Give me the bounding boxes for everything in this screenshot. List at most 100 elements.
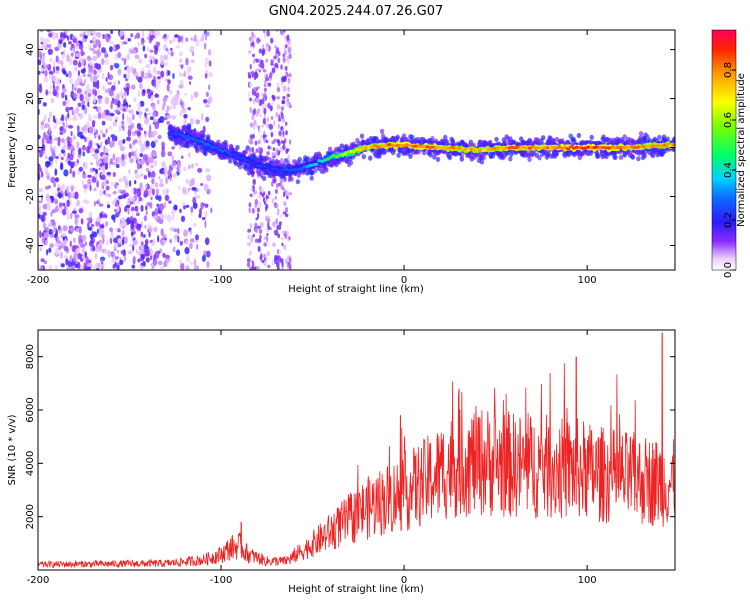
spectrogram-noise-cell	[167, 169, 172, 177]
spectrogram-noise-cell	[62, 100, 67, 106]
spectrogram-noise-cell	[252, 109, 256, 116]
spectrogram-noise-cell	[96, 63, 101, 70]
spectrogram-noise-cell	[74, 217, 79, 226]
spectrogram-noise-cell	[139, 248, 145, 255]
spectrogram-noise-cell	[128, 180, 132, 187]
spectrogram-noise-cell	[117, 68, 122, 76]
colorbar-label: Normalized spectral amplitude	[736, 73, 747, 227]
spectrogram-noise-cell	[143, 76, 148, 80]
spectrogram-noise-cell	[152, 150, 157, 158]
spectrogram-noise-cell	[271, 181, 274, 187]
spectrogram-ridge-peak	[276, 168, 281, 172]
colorbar-tick-label: 0.6	[723, 112, 734, 128]
spectrogram-noise-cell	[187, 107, 191, 111]
spectrogram-noise-cell	[80, 82, 85, 87]
spectrogram-ridge-halo	[665, 136, 670, 142]
snr-y-tick-label: 2000	[25, 504, 36, 529]
spectrogram-noise-cell	[66, 266, 72, 270]
spectrogram-noise-cell	[145, 108, 149, 112]
spectrogram-noise-cell	[61, 53, 65, 60]
spectrogram-noise-cell	[282, 53, 286, 58]
spectrogram-noise-cell	[42, 52, 45, 58]
spectrogram-ridge-peak	[328, 155, 333, 159]
spectrogram-noise-cell	[252, 178, 256, 185]
spectrogram-noise-cell	[152, 226, 158, 233]
spectrogram-noise-cell	[178, 184, 181, 191]
spectrogram-ridge-peak	[533, 146, 538, 150]
spectrogram-noise-cell	[267, 82, 272, 87]
spectrogram-noise-cell	[81, 146, 87, 151]
spectrogram-ridge-halo	[661, 134, 667, 140]
spectrogram-noise-cell	[142, 234, 146, 238]
spectrogram-noise-cell	[103, 190, 106, 195]
spectrogram-noise-cell	[150, 140, 156, 149]
spectrogram-noise-cell	[284, 213, 289, 217]
spectrogram-noise-cell	[159, 265, 165, 270]
spectrogram-noise-cell	[249, 106, 252, 114]
spectrogram-noise-cell	[248, 50, 252, 54]
spectrogram-noise-cell	[252, 53, 255, 58]
spectrogram-ridge-peak	[446, 147, 450, 151]
spectrogram-noise-cell	[46, 203, 51, 212]
spectrogram-noise-cell	[159, 169, 163, 174]
spectrogram-ridge-peak	[519, 145, 524, 149]
spectrogram-noise-cell	[117, 80, 120, 85]
spectrogram-noise-cell	[118, 195, 124, 200]
spectrogram-noise-cell	[264, 259, 267, 267]
spectrogram-noise-cell	[180, 263, 185, 270]
spectrogram-noise-cell	[65, 73, 69, 77]
spectrogram-noise-cell	[46, 44, 52, 48]
spectrogram-ridge-halo	[589, 134, 594, 140]
spectrogram-noise-cell	[271, 67, 276, 74]
spectrogram-noise-cell	[255, 58, 259, 63]
spectrogram-ridge-peak	[299, 167, 304, 171]
spectrogram-noise-cell	[95, 168, 98, 174]
spectrogram-noise-cell	[128, 104, 131, 108]
spectrogram-noise-cell	[61, 92, 65, 99]
spectrogram-noise-cell	[72, 92, 77, 99]
spectrogram-noise-cell	[107, 81, 113, 86]
spectrogram-noise-cell	[205, 116, 210, 123]
spectrogram-noise-cell	[144, 224, 147, 229]
spectrogram-noise-cell	[155, 194, 159, 200]
spectrogram-noise-cell	[251, 146, 255, 153]
spectrogram-noise-cell	[87, 73, 92, 78]
spectrogram-noise-cell	[104, 59, 109, 66]
spectrogram-noise-cell	[59, 131, 64, 136]
spectrogram-ridge-peak	[387, 143, 392, 147]
colorbar-tick-label: 0.0	[723, 262, 734, 278]
spectrogram-noise-cell	[157, 209, 163, 214]
spectrogram-noise-cell	[169, 89, 172, 95]
spectrogram-noise-cell	[88, 126, 94, 134]
spectrogram-noise-cell	[110, 64, 114, 71]
spectrogram-ridge-peak	[413, 144, 418, 148]
spectrogram-noise-cell	[204, 237, 210, 246]
spectrogram-noise-cell	[133, 200, 136, 205]
spectrogram-ridge-peak	[346, 150, 351, 154]
spectrogram-noise-cell	[179, 240, 183, 246]
spectrogram-noise-cell	[104, 109, 107, 114]
spectrogram-noise-cell	[129, 108, 134, 116]
spectrogram-noise-cell	[54, 119, 57, 124]
spectrogram-ridge-peak	[574, 145, 579, 149]
snr-x-tick-label: -100	[210, 575, 233, 586]
spectrogram-noise-cell	[275, 261, 280, 268]
spectrogram-noise-cell	[266, 151, 270, 156]
spectrogram-noise-cell	[98, 134, 101, 141]
spectrogram-noise-cell	[273, 176, 277, 184]
spectrogram-noise-cell	[93, 187, 97, 192]
spectrogram-ridge-peak	[621, 145, 626, 150]
spectrogram-noise-cell	[190, 59, 195, 64]
spectrogram-noise-cell	[144, 117, 149, 125]
spectrogram-noise-cell	[122, 194, 127, 199]
spectrogram-noise-cell	[112, 263, 116, 269]
spectrogram-ridge-halo	[481, 155, 486, 161]
spectrogram-ridge-peak	[200, 139, 204, 144]
spectrogram-noise-cell	[255, 266, 260, 270]
spectrogram-noise-cell	[142, 45, 146, 52]
spectrogram-noise-cell	[78, 43, 84, 50]
spectrogram-noise-cell	[39, 230, 42, 239]
spectrogram-noise-cell	[271, 102, 274, 107]
spectrogram-noise-cell	[165, 176, 168, 185]
spectrogram-noise-cell	[143, 140, 146, 146]
